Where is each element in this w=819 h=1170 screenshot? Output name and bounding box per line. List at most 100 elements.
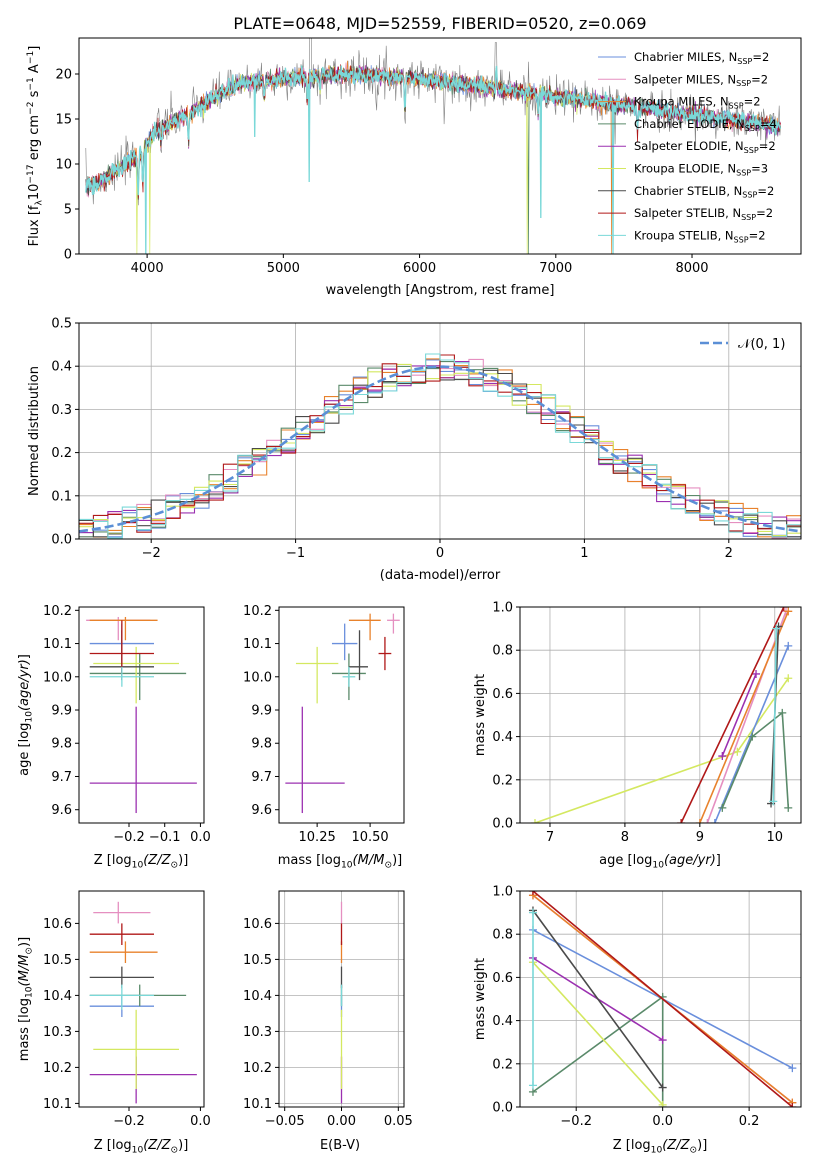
y-tick-label: 9.7 [251,770,272,785]
age-vs-metallicity-panel: −0.2 −0.1 0.0 9.6 9.7 9.8 9.9 10.0 10.1 10.2 Z [lo… [17,604,211,870]
point-salpeter-elodie [90,707,197,813]
model-spectrum-chabrier-elodie [86,65,781,254]
y-tick-label: 10.1 [243,637,272,652]
y-tick-label: 0.4 [492,1014,513,1029]
y-tick-label: 10.0 [243,670,272,685]
x-tick-label: −1 [286,546,305,561]
y-tick-label: 0.8 [492,928,513,943]
weight-marker [659,1036,667,1044]
y-tick-label: 9.9 [51,704,72,719]
x-axis-label: age [log10(age/yr)] [599,853,721,870]
weight-line-chabrier-elodie [533,997,663,1107]
x-tick-label: 5000 [267,261,300,276]
y-tick-label: 0.1 [51,489,72,504]
x-axis-label: (data-model)/error [380,568,501,583]
point-kroupa-miles [349,614,381,641]
point-salpeter-elodie [285,707,344,813]
y-tick-label: 10.1 [43,1097,72,1112]
y-tick-label: 10.2 [43,1061,72,1076]
y-tick-label: 10.4 [43,989,72,1004]
legend-entry: Chabrier STELIB, NSSP=2 [634,184,774,200]
y-tick-label: 10.5 [243,953,272,968]
x-tick-label: 8000 [675,261,708,276]
y-axis-label: age [log10(age/yr)] [17,654,34,776]
y-tick-label: 9.6 [51,803,72,818]
legend-entry: Chabrier MILES, NSSP=2 [634,50,769,66]
mass-vs-ebv-panel: −0.05 0.00 0.05 10.1 10.2 10.3 10.4 10.5 10.6 E(B… [243,891,413,1153]
y-tick-label: 1.0 [492,885,513,900]
y-tick-label: 0.0 [492,1101,513,1116]
x-tick-label: 7000 [539,261,572,276]
y-tick-label: 0.8 [492,644,513,659]
weight-marker [784,804,792,812]
point-salpeter-stelib [90,620,154,673]
y-tick-label: 9.8 [251,737,272,752]
plot-area [90,902,197,1104]
y-tick-label: 0 [64,248,72,263]
point-kroupa-stelib [90,667,154,687]
weight-vs-metallicity-panel: −0.2 0.0 0.2 0.0 0.2 0.4 0.6 0.8 1.0 Z [log10(Z/Z… [473,885,801,1156]
x-tick-label: 0.0 [652,1114,673,1129]
y-tick-label: 10.0 [43,670,72,685]
weight-vs-age-panel: 7 8 9 100.00.20.40.60.81.0age [log10(age/yr… [473,601,801,871]
point-kroupa-miles [90,617,158,640]
x-axis-label: Z [log10(Z/Z⊙)] [94,853,189,870]
weight-marker [788,1064,796,1072]
point-kroupa-elodie [296,647,338,703]
x-tick-label: −0.2 [113,830,145,845]
y-tick-label: 10.2 [43,604,72,619]
y-tick-label: 10 [55,158,72,173]
y-axis-label: mass weight [473,958,488,1040]
x-tick-label: 0.00 [327,1114,356,1129]
point-salpeter-stelib [90,923,154,945]
x-tick-label: 0.0 [190,830,211,845]
legend-entry: 𝒩(0, 1) [738,337,785,352]
y-tick-label: 20 [55,68,72,83]
plot-frame [79,607,204,823]
x-tick-label: −0.05 [265,1114,305,1129]
y-tick-label: 0.2 [492,773,513,788]
residual-histogram-panel: −2 −1 0 1 2 0.0 0.1 0.2 0.3 0.4 0.5 (data-model)/er… [27,317,801,584]
weight-marker [529,1081,537,1089]
point-kroupa-stelib [343,667,356,687]
point-salpeter-elodie [90,1057,197,1104]
legend-entry: Salpeter STELIB, NSSP=2 [634,206,773,222]
y-tick-label: 10.2 [243,1061,272,1076]
x-axis-label: mass [log10(M/M⊙)] [278,853,402,870]
weight-marker [784,642,792,650]
legend-entry: Kroupa STELIB, NSSP=2 [634,228,766,244]
y-tick-label: 0.4 [492,730,513,745]
y-tick-label: 0.6 [492,971,513,986]
x-tick-label: 6000 [403,261,436,276]
x-tick-label: 0.0 [190,1114,211,1129]
x-axis-label: E(B-V) [320,1138,360,1153]
x-tick-label: 0 [436,546,444,561]
weight-line-kroupa-elodie [535,678,788,823]
y-axis-label: mass weight [473,674,488,756]
y-tick-label: 0.0 [492,817,513,832]
figure: PLATE=0648, MJD=52559, FIBERID=0520, z=0… [0,0,819,1170]
y-tick-label: 10.6 [43,917,72,932]
y-tick-label: 9.9 [251,704,272,719]
y-axis-label: Flux [fλ10−17 erg cm−2 s−1 A−1] [26,46,44,247]
point-salpeter-stelib [379,637,392,670]
weight-line-salpeter-elodie [722,674,756,756]
y-axis-label: mass [log10(M/M⊙)] [17,937,34,1061]
y-tick-label: 10.4 [243,989,272,1004]
x-tick-label: 10.25 [299,830,336,845]
y-tick-label: 15 [55,113,72,128]
x-tick-label: 4000 [131,261,164,276]
point-chabrier-miles [332,624,357,661]
x-tick-label: 7 [546,830,554,845]
legend-entry: Kroupa ELODIE, NSSP=3 [634,162,768,178]
x-axis-label: wavelength [Angstrom, rest frame] [326,283,555,298]
plot-area [531,603,792,827]
x-axis-label: Z [log10(Z/Z⊙)] [94,1138,189,1155]
point-kroupa-miles [90,941,158,963]
plot-area [285,614,399,813]
y-tick-label: 0.4 [51,360,72,375]
point-salpeter-miles [387,614,400,634]
spectrum-panel: 4000 5000 6000 7000 800005101520wavelength [… [26,29,801,298]
legend: Chabrier MILES, NSSP=2 Salpeter MILES, NS… [598,50,777,244]
x-tick-label: −0.2 [113,1114,145,1129]
